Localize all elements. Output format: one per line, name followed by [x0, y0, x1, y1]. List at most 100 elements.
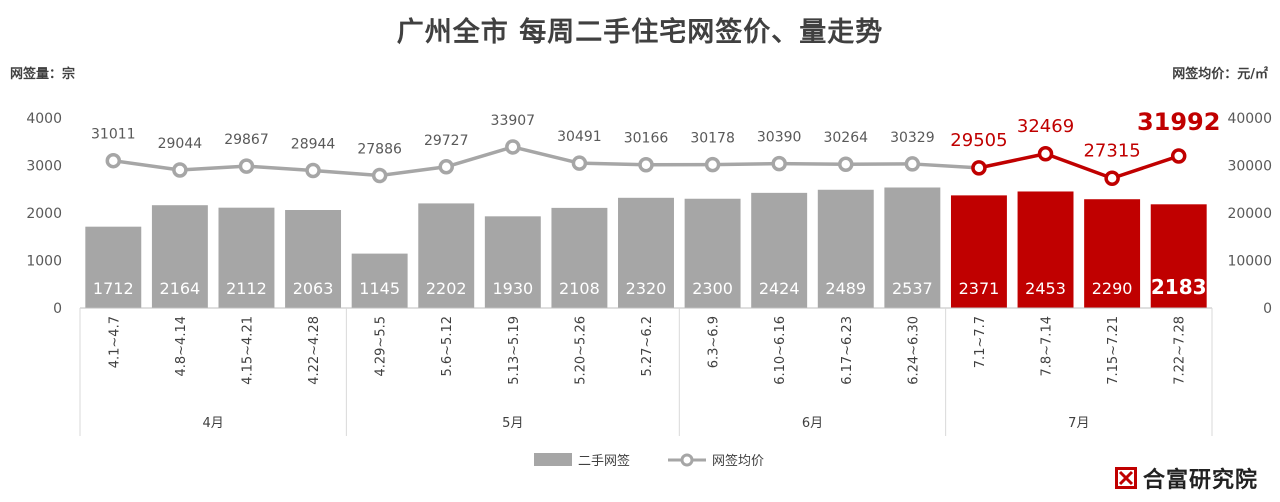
bar [751, 192, 808, 308]
right-axis-tick: 40000 [1227, 111, 1272, 127]
bar-value-label: 2290 [1092, 279, 1133, 298]
line-point [771, 155, 787, 172]
line-point [305, 162, 321, 179]
month-group-label: 6月 [802, 416, 823, 431]
bar [684, 198, 741, 308]
bar [484, 216, 541, 308]
bar [85, 226, 142, 308]
bar [351, 253, 408, 308]
bar [218, 207, 275, 308]
bar [418, 203, 475, 308]
line-point [638, 156, 654, 173]
bar-value-label: 2164 [160, 279, 201, 298]
bar-value-label: 1145 [359, 279, 400, 298]
line-value-label: 30264 [823, 130, 868, 146]
bar [950, 195, 1007, 308]
line-value-label: 30329 [890, 130, 935, 146]
month-group-label: 5月 [502, 416, 523, 431]
bar [1150, 204, 1207, 308]
line-value-label: 28944 [291, 137, 336, 153]
line-point [1104, 170, 1120, 187]
bar-value-label: 1930 [492, 279, 533, 298]
right-axis-tick: 20000 [1227, 206, 1272, 222]
left-axis-tick: 0 [53, 301, 62, 317]
bar-value-label: 2202 [426, 279, 467, 298]
x-category-label: 5.13~5.19 [507, 316, 522, 385]
brand-name: 合富研究院 [1142, 468, 1258, 493]
line-point [838, 156, 854, 172]
x-category-label: 6.10~6.16 [773, 316, 788, 385]
x-category-label: 4.1~4.7 [107, 316, 122, 368]
bar-value-label: 2320 [626, 279, 667, 298]
bar-value-label: 1712 [93, 279, 134, 298]
x-category-label: 5.20~5.26 [573, 316, 588, 385]
line-point [1037, 146, 1054, 162]
bar-value-label: 2371 [959, 279, 1000, 298]
line-point [172, 162, 188, 178]
line-point [971, 160, 987, 176]
line-segment [179, 164, 247, 172]
chart-title: 广州全市 每周二手住宅网签价、量走势 [396, 17, 884, 48]
line-point [1170, 148, 1187, 164]
bar-value-label: 2489 [825, 279, 866, 298]
left-axis-unit: 网签量：宗 [10, 67, 76, 82]
legend-line-label: 网签均价 [712, 453, 764, 469]
line-segment [1044, 152, 1113, 180]
line-point [571, 155, 588, 171]
bar-value-label: 2112 [226, 279, 267, 298]
left-axis-tick: 1000 [26, 254, 62, 270]
x-category-label: 4.8~4.14 [174, 316, 189, 377]
x-category-label: 7.22~7.28 [1173, 316, 1188, 385]
line-point [704, 156, 721, 173]
month-group-label: 7月 [1068, 416, 1089, 431]
bar-value-label: 2300 [692, 279, 733, 298]
bar [817, 189, 874, 308]
line-value-label: 33907 [491, 113, 536, 129]
x-category-label: 6.17~6.23 [840, 316, 855, 385]
bar-value-label: 2424 [759, 279, 800, 298]
bar [884, 187, 941, 308]
line-value-label: 29867 [224, 132, 269, 148]
brand-logo-block: 合富研究院 [1114, 462, 1258, 494]
line-segment [579, 161, 647, 167]
bar [151, 205, 208, 308]
line-point [371, 167, 388, 184]
bar [285, 210, 342, 308]
x-category-label: 5.27~6.2 [640, 316, 655, 377]
x-category-label: 7.8~7.14 [1040, 316, 1055, 377]
right-axis-tick: 0 [1263, 301, 1272, 317]
bar-value-label: 2108 [559, 279, 600, 298]
line-value-label: 31011 [91, 127, 136, 143]
line-point [438, 159, 454, 175]
line-point [505, 139, 521, 155]
right-axis-unit: 网签均价：元/㎡ [1172, 67, 1268, 82]
line-segment [1111, 154, 1180, 180]
line-segment [912, 162, 980, 170]
line-value-label: 31992 [1137, 108, 1221, 136]
line-value-label: 30390 [757, 130, 802, 146]
brand-mark-icon [1114, 467, 1137, 489]
legend-bar-label: 二手网签 [578, 453, 630, 469]
line-segment [113, 158, 181, 172]
bar-value-label: 2453 [1025, 279, 1066, 298]
line-value-label: 27886 [357, 142, 402, 158]
line-value-label: 30178 [690, 131, 735, 147]
line-value-label: 30491 [557, 129, 602, 145]
line-segment [512, 145, 580, 165]
line-segment [978, 152, 1046, 170]
left-axis-tick: 3000 [26, 159, 62, 175]
line-value-label: 30166 [624, 131, 669, 147]
line-segment [379, 165, 447, 178]
x-category-label: 6.3~6.9 [707, 316, 722, 368]
right-axis-tick: 30000 [1227, 159, 1272, 175]
left-axis-tick: 2000 [26, 206, 62, 222]
x-category-label: 7.15~7.21 [1106, 316, 1121, 385]
bar [1017, 191, 1074, 308]
line-value-label: 32469 [1017, 116, 1074, 137]
line-point [904, 156, 921, 172]
legend-bar-swatch [534, 453, 572, 466]
bar-value-label: 2183 [1151, 275, 1207, 299]
x-category-label: 6.24~6.30 [906, 316, 921, 385]
line-segment [712, 161, 780, 167]
